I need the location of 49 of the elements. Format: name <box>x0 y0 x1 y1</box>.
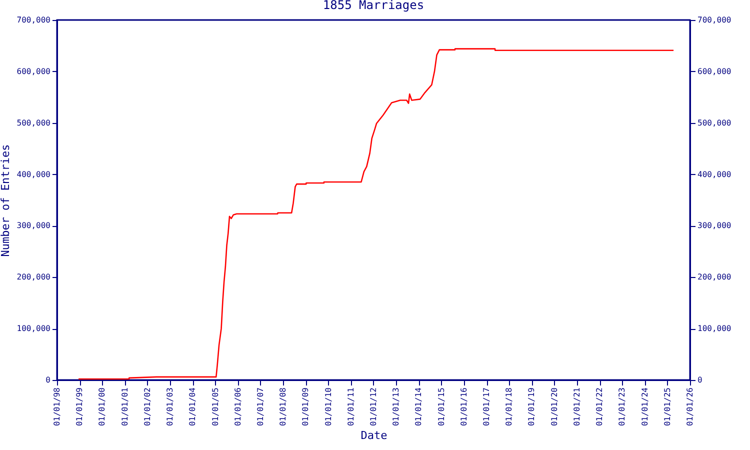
x-tick-label: 01/01/20 <box>550 387 559 426</box>
x-tick-label: 01/01/13 <box>392 387 401 426</box>
y2-tick-label: 0 <box>698 376 702 384</box>
y-tick-label: 300,000 <box>16 221 51 230</box>
x-tick-label: 01/01/11 <box>346 387 356 426</box>
y2-tick-label: 300,000 <box>698 221 732 230</box>
y-tick-label: 200,000 <box>16 272 51 282</box>
y2-tick-label: 700,000 <box>698 16 732 24</box>
x-tick-label: 01/01/01 <box>120 387 130 426</box>
x-axis-title: Date <box>360 429 388 442</box>
x-tick-label: 01/01/03 <box>166 387 175 426</box>
x-tick-label: 01/01/22 <box>595 387 604 426</box>
x-tick-label: 01/01/21 <box>572 387 582 426</box>
x-tick-label: 01/01/04 <box>188 387 198 426</box>
y-axis-title: Number of Entries <box>0 144 12 257</box>
y2-tick-label: 600,000 <box>698 66 732 76</box>
y-tick-label: 600,000 <box>16 66 51 76</box>
x-tick-label: 01/01/07 <box>256 387 265 426</box>
line-series <box>78 48 674 380</box>
y-tick-label: 500,000 <box>16 118 51 128</box>
x-tick-label: 01/01/99 <box>75 387 84 426</box>
x-tick-label: 01/01/25 <box>662 387 672 426</box>
x-tick-label: 01/01/09 <box>301 387 310 426</box>
x-tick-label: 01/01/26 <box>686 387 694 426</box>
x-tick-label: 01/01/16 <box>459 387 468 426</box>
x-tick-label: 01/01/10 <box>324 387 333 426</box>
x-tick-label: 01/01/14 <box>414 387 424 426</box>
x-tick-label: 01/01/02 <box>142 387 152 426</box>
y2-tick-label: 400,000 <box>698 170 732 179</box>
x-tick-label: 01/01/24 <box>640 387 650 426</box>
x-tick-label: 01/01/12 <box>368 387 378 426</box>
y-tick-label: 700,000 <box>16 16 51 24</box>
x-tick-label: 01/01/15 <box>436 387 446 426</box>
x-tick-label: 01/01/23 <box>618 387 627 426</box>
y2-tick-label: 200,000 <box>698 272 732 282</box>
x-tick-label: 01/01/17 <box>482 387 492 426</box>
y-tick-label: 100,000 <box>16 324 51 334</box>
x-tick-label: 01/01/06 <box>233 387 242 426</box>
x-tick-label: 01/01/19 <box>527 387 536 426</box>
x-tick-label: 01/01/98 <box>52 387 62 426</box>
y2-tick-label: 100,000 <box>698 324 732 334</box>
y-tick-label: 400,000 <box>16 170 51 179</box>
x-tick-label: 01/01/00 <box>98 387 107 426</box>
chart-title: 1855 Marriages <box>322 0 424 12</box>
y-tick-label: 0 <box>46 376 51 384</box>
y2-tick-label: 500,000 <box>698 118 732 128</box>
x-tick-label: 01/01/08 <box>278 387 288 426</box>
x-tick-label: 01/01/05 <box>210 387 220 426</box>
x-tick-label: 01/01/18 <box>504 387 514 426</box>
